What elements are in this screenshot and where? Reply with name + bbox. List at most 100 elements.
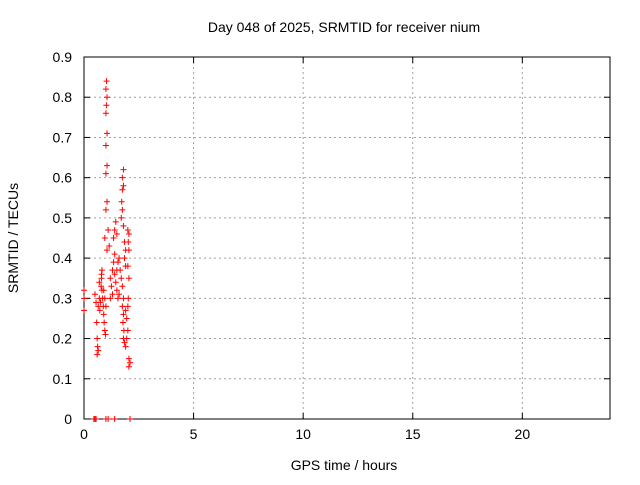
data-point: [127, 359, 134, 366]
data-point: [124, 263, 131, 270]
data-point: [102, 110, 109, 117]
data-point: [105, 226, 112, 233]
data-point: [96, 279, 103, 286]
x-tick-label: 20: [515, 426, 531, 442]
data-point: [81, 295, 87, 302]
data-point: [111, 226, 118, 233]
data-point: [94, 351, 101, 358]
y-tick-label: 0.4: [53, 250, 73, 266]
data-point: [104, 247, 111, 254]
data-point: [112, 218, 119, 225]
data-point: [107, 275, 114, 282]
y-tick-label: 0.2: [53, 331, 73, 347]
data-point: [123, 335, 130, 342]
data-point: [100, 287, 107, 294]
grid: [84, 57, 610, 419]
data-point: [127, 416, 134, 422]
data-point: [111, 271, 118, 278]
data-point: [104, 94, 111, 101]
data-point: [91, 291, 98, 298]
data-point: [104, 198, 111, 205]
y-tick-label: 0.9: [53, 49, 73, 65]
data-point: [106, 243, 113, 250]
data-point: [104, 130, 111, 137]
data-point: [103, 102, 110, 109]
data-point: [107, 295, 114, 302]
data-point: [125, 363, 132, 370]
data-point: [93, 416, 100, 422]
data-point: [125, 295, 132, 302]
y-tick-label: 0.5: [53, 210, 73, 226]
data-point: [96, 307, 103, 314]
data-point: [124, 303, 131, 310]
data-point: [98, 267, 105, 274]
data-point: [100, 311, 107, 318]
y-tick-label: 0.7: [53, 129, 73, 145]
y-tick-label: 0.3: [53, 290, 73, 306]
data-point: [125, 355, 132, 362]
data-point: [81, 287, 87, 294]
data-point: [116, 255, 123, 262]
x-axis-label: GPS time / hours: [291, 457, 398, 473]
data-point: [121, 255, 128, 262]
data-point: [111, 251, 118, 258]
data-point: [125, 275, 132, 282]
data-point: [116, 291, 123, 298]
axis-ticks: [83, 56, 610, 420]
data-point: [93, 319, 100, 326]
data-point: [81, 307, 87, 314]
data-point: [104, 162, 111, 169]
data-point: [113, 287, 120, 294]
x-tick-label: 15: [405, 426, 421, 442]
data-point: [95, 347, 102, 354]
data-point: [119, 283, 126, 290]
data-point: [125, 230, 132, 237]
y-axis-label: SRMTID / TECUs: [5, 183, 21, 293]
data-point: [119, 303, 126, 310]
data-point: [119, 174, 126, 181]
y-tick-label: 0.1: [53, 371, 73, 387]
data-point: [101, 295, 108, 302]
data-point: [111, 416, 118, 422]
data-point: [101, 235, 108, 241]
data-point: [125, 239, 132, 246]
data-point: [117, 267, 124, 274]
y-tick-label: 0: [64, 411, 72, 427]
data-point: [118, 275, 125, 282]
data-point: [95, 303, 102, 310]
plot-frame: [83, 56, 611, 420]
data-point: [122, 307, 129, 314]
data-point: [102, 142, 109, 149]
data-point: [124, 327, 131, 334]
y-tick-label: 0.6: [53, 170, 73, 186]
data-point: [112, 279, 119, 286]
data-point: [97, 299, 104, 306]
chart-title: Day 048 of 2025, SRMTID for receiver niu…: [208, 19, 480, 35]
data-point: [102, 206, 109, 213]
data-point: [102, 170, 109, 177]
data-point: [120, 182, 127, 189]
data-point: [119, 186, 126, 193]
data-point: [101, 327, 108, 334]
data-point: [122, 343, 129, 350]
data-points: [81, 78, 134, 422]
data-point: [98, 275, 105, 282]
data-point: [120, 166, 127, 173]
data-point: [102, 86, 109, 93]
data-point: [118, 214, 125, 221]
data-point: [121, 339, 128, 346]
data-point: [98, 283, 105, 290]
data-point: [101, 319, 108, 326]
x-tick-label: 0: [80, 426, 88, 442]
data-point: [103, 78, 110, 85]
data-point: [120, 319, 127, 326]
data-point: [108, 283, 115, 290]
data-point: [114, 295, 121, 302]
data-point: [119, 206, 126, 213]
data-point: [109, 291, 116, 298]
data-point: [113, 230, 120, 237]
data-point: [120, 311, 127, 318]
y-tick-label: 0.8: [53, 89, 73, 105]
